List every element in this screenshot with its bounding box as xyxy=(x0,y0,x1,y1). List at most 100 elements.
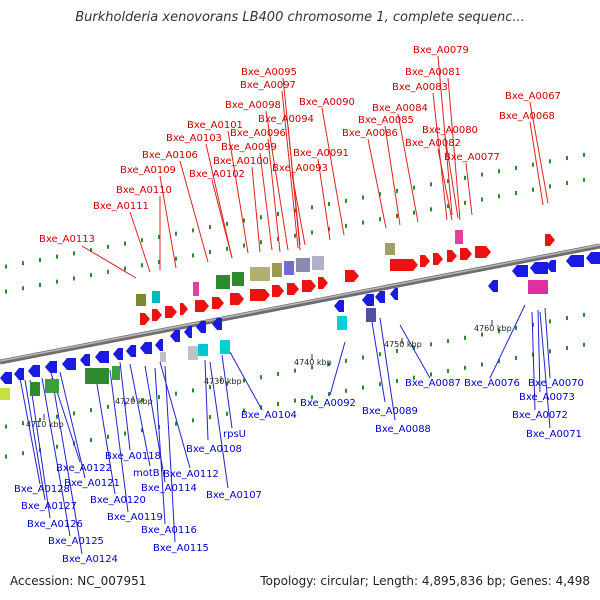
gene-label-minus[interactable]: Bxe_A0072 xyxy=(512,410,568,421)
gene-label-minus[interactable]: Bxe_A0070 xyxy=(528,378,584,389)
track-dot xyxy=(107,244,109,249)
track-dot xyxy=(158,259,160,264)
gene-label-plus[interactable]: Bxe_A0094 xyxy=(258,114,314,125)
gene-label-minus[interactable]: Bxe_A0115 xyxy=(153,543,209,554)
leader-line xyxy=(109,369,129,513)
gene-label-minus[interactable]: rpsU xyxy=(223,429,246,440)
gene-label-minus[interactable]: Bxe_A0124 xyxy=(62,554,118,565)
track-dot xyxy=(158,234,160,239)
track-dot xyxy=(481,172,483,177)
track-dot xyxy=(56,414,58,419)
track-dot xyxy=(396,213,398,218)
gene-label-plus[interactable]: Bxe_A0080 xyxy=(422,125,478,136)
gene-label-plus[interactable]: Bxe_A0113 xyxy=(39,234,95,245)
track-dot xyxy=(192,228,194,233)
gene-label-plus[interactable]: Bxe_A0099 xyxy=(221,142,277,153)
gene-label-minus[interactable]: Bxe_A0118 xyxy=(105,451,161,462)
gene-label-minus[interactable]: Bxe_A0122 xyxy=(56,463,112,474)
gene-label-minus[interactable]: Bxe_A0073 xyxy=(519,392,575,403)
gene-arrow-minus xyxy=(375,291,385,303)
gene-label-minus[interactable]: Bxe_A0127 xyxy=(21,501,77,512)
gene-arrow-plus xyxy=(302,280,316,292)
gene-label-plus[interactable]: Bxe_A0103 xyxy=(166,133,222,144)
gene-label-minus[interactable]: Bxe_A0108 xyxy=(186,444,242,455)
gene-label-plus[interactable]: Bxe_A0093 xyxy=(272,163,328,174)
gene-label-minus[interactable]: motB xyxy=(133,468,160,479)
gene-label-minus[interactable]: Bxe_A0116 xyxy=(141,525,197,536)
gene-arrow-minus xyxy=(530,262,548,274)
track-dot xyxy=(56,279,58,284)
gene-label-plus[interactable]: Bxe_A0084 xyxy=(372,103,428,114)
gene-label-plus[interactable]: Bxe_A0077 xyxy=(444,152,500,163)
track-dot xyxy=(362,195,364,200)
track-dot xyxy=(498,329,500,334)
gene-label-plus[interactable]: Bxe_A0109 xyxy=(120,165,176,176)
gene-label-plus[interactable]: Bxe_A0079 xyxy=(413,45,469,56)
track-dot xyxy=(22,261,24,266)
scale-ticks: 4710 kbp 4720 kbp 4730 kbp 4740 kbp 4750… xyxy=(26,320,512,429)
gene-label-plus[interactable]: Bxe_A0082 xyxy=(405,138,461,149)
gene-label-plus[interactable]: Bxe_A0110 xyxy=(116,185,172,196)
gene-label-minus[interactable]: Bxe_A0126 xyxy=(27,519,83,530)
gene-label-minus[interactable]: Bxe_A0088 xyxy=(375,424,431,435)
track-dot xyxy=(328,392,330,397)
track-dot xyxy=(345,198,347,203)
leader-line xyxy=(529,101,549,204)
track-dot xyxy=(5,289,7,294)
track-dot xyxy=(209,250,211,255)
gene-arrow-plus xyxy=(287,283,299,295)
gene-label-plus[interactable]: Bxe_A0098 xyxy=(225,100,281,111)
gene-label-minus[interactable]: Bxe_A0107 xyxy=(206,490,262,501)
plus-strand-leader-lines xyxy=(81,55,549,279)
gene-label-minus[interactable]: Bxe_A0092 xyxy=(300,398,356,409)
track-dot xyxy=(549,159,551,164)
gene-label-minus[interactable]: Bxe_A0114 xyxy=(141,483,197,494)
leader-line xyxy=(164,365,176,543)
gene-label-minus[interactable]: Bxe_A0071 xyxy=(526,429,582,440)
gene-label-minus[interactable]: Bxe_A0076 xyxy=(464,378,520,389)
gene-label-plus[interactable]: Bxe_A0101 xyxy=(187,120,243,131)
gene-feature-box xyxy=(112,366,120,380)
gene-arrow-plus xyxy=(460,248,472,260)
gene-label-minus[interactable]: Bxe_A0104 xyxy=(241,410,297,421)
track-dot xyxy=(447,369,449,374)
gene-feature-box xyxy=(216,275,230,289)
gene-label-plus[interactable]: Bxe_A0067 xyxy=(505,91,561,102)
track-dot xyxy=(243,243,245,248)
gene-label-minus[interactable]: Bxe_A0112 xyxy=(163,469,219,480)
track-dot xyxy=(107,269,109,274)
gene-label-plus[interactable]: Bxe_A0085 xyxy=(358,115,414,126)
gene-label-plus[interactable]: Bxe_A0097 xyxy=(240,80,296,91)
plus-strand-labels: Bxe_A0079 Bxe_A0081 Bxe_A0083 Bxe_A0067 … xyxy=(39,45,561,245)
track-dot xyxy=(447,204,449,209)
gene-label-minus[interactable]: Bxe_A0121 xyxy=(64,478,120,489)
leader-line xyxy=(221,354,233,429)
gene-label-minus[interactable]: Bxe_A0120 xyxy=(90,495,146,506)
track-dot xyxy=(73,276,75,281)
gene-label-minus[interactable]: Bxe_A0119 xyxy=(107,512,163,523)
gene-label-minus[interactable]: Bxe_A0087 xyxy=(405,378,461,389)
leader-line xyxy=(29,379,51,519)
gene-feature-box xyxy=(284,261,294,275)
gene-label-minus[interactable]: Bxe_A0128 xyxy=(14,484,70,495)
gene-label-minus[interactable]: Bxe_A0125 xyxy=(48,536,104,547)
leader-line xyxy=(437,55,453,216)
gene-feature-box xyxy=(232,272,244,286)
gene-label-plus[interactable]: Bxe_A0102 xyxy=(189,169,245,180)
gene-label-plus[interactable]: Bxe_A0068 xyxy=(499,111,555,122)
gene-arrow-minus xyxy=(45,361,57,373)
track-dot xyxy=(175,391,177,396)
gene-label-minus[interactable]: Bxe_A0089 xyxy=(362,406,418,417)
gene-label-plus[interactable]: Bxe_A0100 xyxy=(213,156,269,167)
gene-label-plus[interactable]: Bxe_A0083 xyxy=(392,82,448,93)
gene-label-plus[interactable]: Bxe_A0096 xyxy=(230,128,286,139)
gene-label-plus[interactable]: Bxe_A0091 xyxy=(293,148,349,159)
gene-label-plus[interactable]: Bxe_A0086 xyxy=(342,128,398,139)
gene-label-plus[interactable]: Bxe_A0111 xyxy=(93,201,149,212)
track-dot xyxy=(566,346,568,351)
gene-label-plus[interactable]: Bxe_A0106 xyxy=(142,150,198,161)
gene-label-plus[interactable]: Bxe_A0081 xyxy=(405,67,461,78)
gene-feature-box xyxy=(160,352,166,362)
gene-label-plus[interactable]: Bxe_A0095 xyxy=(241,67,297,78)
gene-label-plus[interactable]: Bxe_A0090 xyxy=(299,97,355,108)
